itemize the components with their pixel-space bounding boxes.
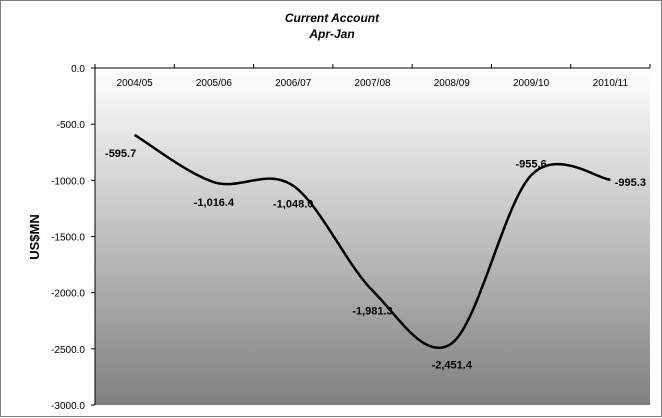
y-tick-label: -2500.0	[51, 345, 85, 356]
data-label: -2,451.4	[432, 359, 473, 371]
chart-subtitle: Apr-Jan	[308, 27, 354, 41]
x-tick-label: 2005/06	[196, 78, 233, 89]
x-tick-label: 2009/10	[513, 78, 550, 89]
y-tick-label: -2000.0	[51, 289, 85, 300]
data-label: -595.7	[105, 148, 136, 160]
y-tick-label: -1500.0	[51, 233, 85, 244]
series-line	[134, 133, 611, 350]
y-tick-label: -3000.0	[51, 401, 85, 412]
data-label: -1,048.0	[273, 199, 313, 211]
data-label: -955.6	[515, 158, 546, 170]
y-axis-label: US$MN	[27, 214, 42, 260]
data-label: -1,016.4	[194, 197, 235, 209]
x-tick-label: 2008/09	[434, 78, 471, 89]
y-tick-label: 0.0	[71, 64, 85, 75]
data-label: -995.3	[615, 177, 646, 189]
data-label: -1,981.3	[352, 306, 392, 318]
plot-area	[95, 68, 650, 405]
x-tick-label: 2007/08	[354, 78, 391, 89]
chart-title: Current Account	[285, 11, 380, 25]
x-tick-label: 2004/05	[117, 78, 154, 89]
x-tick-label: 2006/07	[275, 78, 312, 89]
x-tick-label: 2010/11	[593, 78, 629, 89]
y-tick-label: -500.0	[57, 120, 86, 131]
y-tick-label: -1000.0	[51, 176, 85, 187]
